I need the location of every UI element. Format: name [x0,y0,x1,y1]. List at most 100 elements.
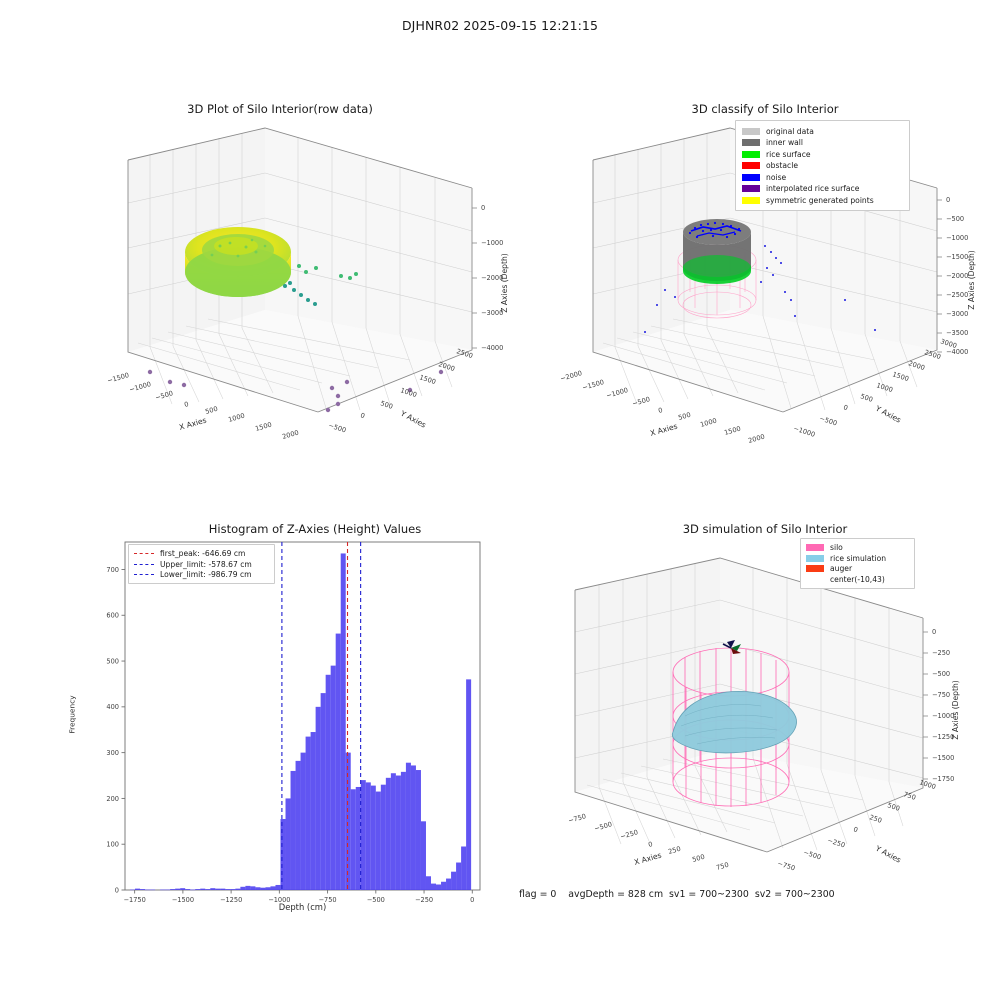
y-tick-label: 500 [106,657,119,665]
legend-label: rice surface [766,149,811,159]
histogram-bar [345,752,351,890]
svg-text:750: 750 [715,861,729,872]
swatch-obstacle [742,162,760,169]
svg-text:0: 0 [946,196,950,204]
svg-text:−1000: −1000 [605,386,629,400]
histogram-bar [195,889,201,890]
svg-text:−500: −500 [946,215,964,223]
panel2-legend: original data inner wall rice surface ob… [735,120,910,211]
panel3-title: Histogram of Z-Axies (Height) Values [208,522,422,536]
histogram-bar [235,888,241,890]
panel-3d-simulation: 3D simulation of Silo Interior [545,520,985,890]
panel2-title: 3D classify of Silo Interior [691,102,839,116]
y-tick-label: 0 [115,886,119,894]
svg-text:−500: −500 [932,670,950,678]
line-lower-limit [134,574,154,575]
status-line: flag = 0 avgDepth = 828 cm sv1 = 700~230… [519,889,835,900]
histogram-bar [385,777,391,890]
legend-item-noise: noise [742,172,903,183]
svg-text:−1250: −1250 [932,733,954,741]
panel2-zlabel: Z Axies (Depth) [967,250,976,310]
histogram-bar [265,887,271,890]
svg-text:−500: −500 [593,820,613,833]
legend-label: inner wall [766,138,804,147]
histogram-bar [441,881,447,890]
svg-text:0: 0 [481,204,485,212]
histogram-bar [390,773,396,890]
x-tick-label: −750 [319,896,337,904]
histogram-bar [310,732,316,890]
panel-histogram: Histogram of Z-Axies (Height) Values −17… [60,520,510,920]
x-tick-label: −250 [415,896,433,904]
panel2-xlabel: X Axies [649,422,678,438]
legend-label: rice simulation [830,553,887,563]
panel1-z-ticks: 0 −1000 −2000 −3000 −4000 Z Axies (Depth… [472,204,509,352]
histogram-bar [145,889,151,891]
histogram-bar [370,785,376,890]
legend-label: auger [830,564,853,573]
legend-label: symmetric generated points [766,195,874,205]
histogram-bar [270,886,276,890]
svg-text:−250: −250 [932,649,950,657]
svg-text:0: 0 [647,840,653,849]
histogram-bar [250,886,256,890]
svg-text:−1000: −1000 [481,239,503,247]
panel2-ylabel: Y Axies [873,403,902,424]
histogram-bar [425,876,431,890]
panel4-legend: silo rice simulation auger center(-10,43… [800,538,915,589]
svg-text:−500: −500 [802,848,822,861]
histogram-bar [285,798,291,890]
legend-label: silo [830,543,843,552]
histogram-bar [335,633,341,890]
swatch-rice-simulation [806,554,824,562]
histogram-bar [340,553,346,890]
histogram-bar [240,886,246,890]
histogram-bar [160,889,166,891]
figure-title: DJHNR02 2025-09-15 12:21:15 [401,18,599,33]
legend-label: interpolated rice surface [766,184,860,193]
histogram-bar [365,782,371,890]
panel4-z-ticks: 0 −250 −500 −750 −1000 −1250 −1500 −1750… [923,628,960,783]
svg-text:−4000: −4000 [481,344,503,352]
svg-text:−2000: −2000 [559,369,583,383]
svg-text:−2000: −2000 [481,274,503,282]
y-tick-label: 600 [106,612,119,620]
svg-text:−3500: −3500 [946,329,968,337]
legend-label: Upper_limit: -578.67 cm [160,559,252,569]
histogram-bar [380,784,386,890]
x-tick-label: −1750 [123,896,145,904]
histogram-bar [456,862,462,890]
histogram-bar [245,885,251,890]
panel3-legend: first_peak: -646.69 cm Upper_limit: -578… [128,544,275,584]
svg-text:1000: 1000 [227,412,245,424]
histogram-bar [275,884,281,890]
panel4-ylabel: Y Axies [873,843,902,864]
x-tick-label: 0 [470,896,474,904]
histogram-bar [140,889,146,890]
svg-text:1500: 1500 [418,373,436,386]
histogram-bar [175,888,181,890]
histogram-bar [150,889,156,891]
histogram-bar [405,762,411,890]
histogram-bar [410,765,416,890]
histogram-bar [130,889,136,891]
panel1-title: 3D Plot of Silo Interior(row data) [187,102,373,116]
line-first-peak [134,553,154,554]
legend-label: noise [766,172,787,182]
histogram-bar [230,889,236,890]
histogram-bar [461,846,467,890]
svg-text:−750: −750 [567,812,587,825]
histogram-vlines [281,542,362,890]
svg-text:500: 500 [859,392,873,404]
classified-silo [644,219,876,333]
legend-item-symmetric-generated-points: symmetric generated points [742,195,903,206]
svg-text:−1500: −1500 [932,754,954,762]
legend-item-silo: silo [806,543,909,553]
legend-item-interpolated-rice-surface: interpolated rice surface [742,183,903,194]
legend-item-rice-simulation: rice simulation [806,553,909,563]
svg-text:−2000: −2000 [946,272,968,280]
panel1-zlabel: Z Axies (Depth) [500,253,509,313]
panel4-axes: 0 −250 −500 −750 −1000 −1250 −1500 −1750… [567,557,960,873]
y-tick-label: 100 [106,841,119,849]
svg-text:250: 250 [667,845,681,856]
